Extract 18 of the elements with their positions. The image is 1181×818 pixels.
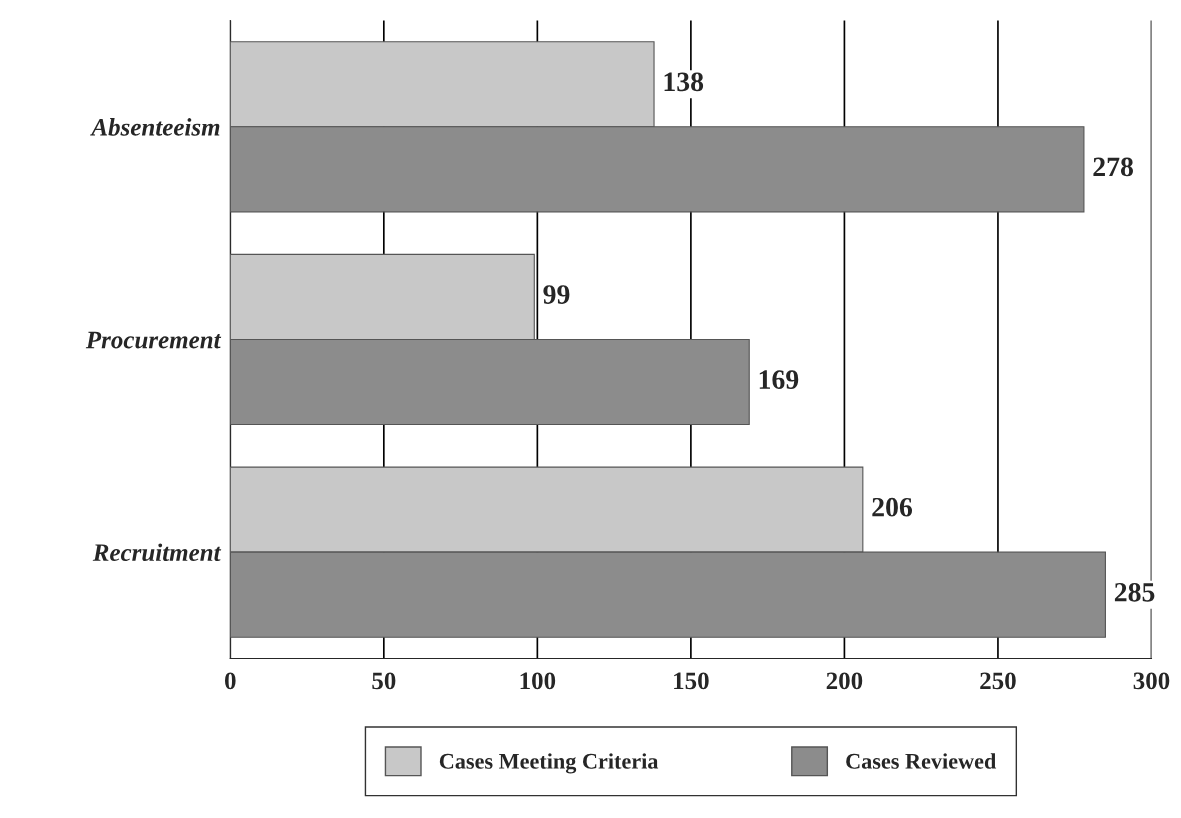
x-tick-label: 150 <box>674 672 709 690</box>
y-tick-label: Absenteeism <box>90 118 220 136</box>
data-label: 138 <box>664 72 704 92</box>
x-tick-label: 50 <box>372 672 396 690</box>
data-label: 169 <box>759 370 799 389</box>
x-tick-label: 100 <box>520 672 556 690</box>
data-label: 285 <box>1114 582 1155 602</box>
legend-label: Cases Reviewed <box>846 753 997 769</box>
y-tick-label: Recruitment <box>92 543 222 562</box>
y-tick-label: Procurement <box>85 331 222 349</box>
x-tick-label: 200 <box>826 672 863 690</box>
data-label: 206 <box>872 497 913 517</box>
legend-label: Cases Meeting Criteria <box>439 753 659 774</box>
data-label: 278 <box>1093 157 1133 177</box>
x-tick-label: 250 <box>980 672 1016 690</box>
x-tick-label: 0 <box>225 672 236 690</box>
data-label: 99 <box>543 285 570 304</box>
x-tick-label: 300 <box>1133 672 1170 690</box>
